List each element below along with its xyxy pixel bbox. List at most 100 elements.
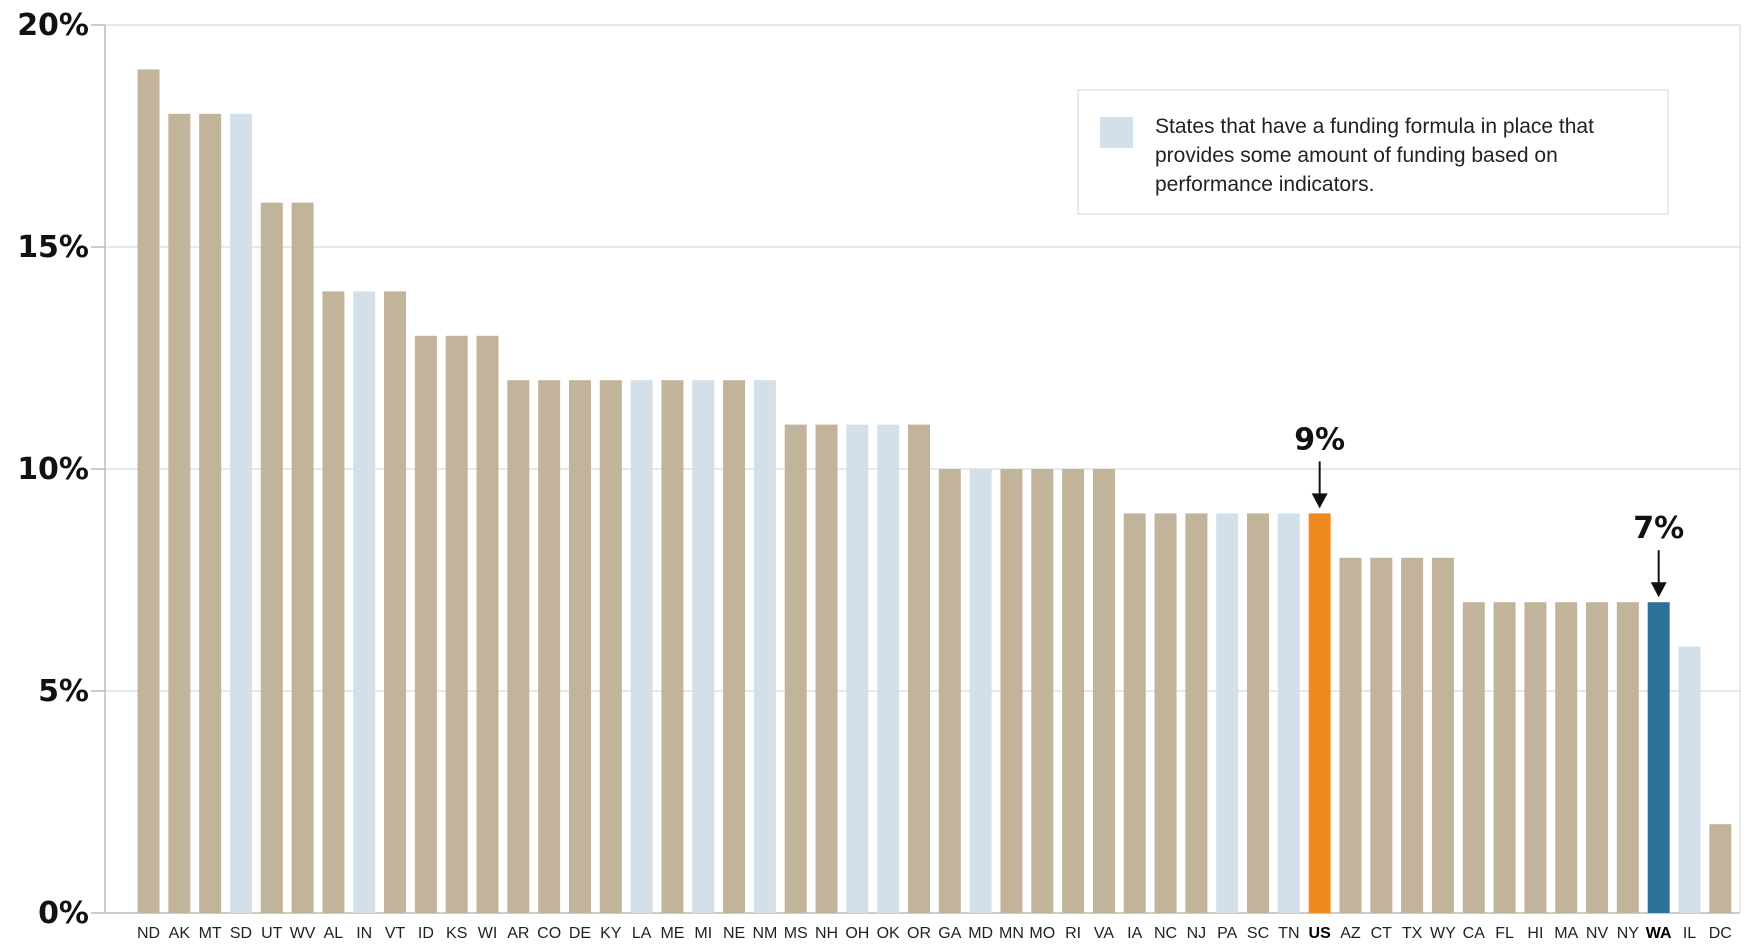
x-tick-label: GA <box>938 925 961 942</box>
x-tick-label: UT <box>261 925 283 942</box>
bar-la <box>630 380 653 913</box>
x-tick-label: CA <box>1463 925 1486 942</box>
bar-us <box>1308 513 1331 913</box>
bar-de <box>568 380 591 913</box>
x-tick-label: AZ <box>1340 925 1361 942</box>
x-tick-label: KS <box>446 925 467 942</box>
bar-mo <box>1031 469 1054 913</box>
bar-wv <box>291 202 314 914</box>
bars <box>137 69 1732 914</box>
x-tick-label: MO <box>1029 925 1055 942</box>
x-tick-label: IA <box>1127 925 1142 942</box>
bar-ct <box>1370 557 1393 913</box>
x-tick-label: NC <box>1154 925 1177 942</box>
x-tick-label: NJ <box>1187 925 1207 942</box>
bar-mn <box>1000 469 1023 913</box>
bar-id <box>414 335 437 913</box>
x-tick-label: WI <box>478 925 498 942</box>
bar-ne <box>723 380 746 913</box>
bar-nj <box>1185 513 1208 913</box>
bar-hi <box>1524 602 1547 913</box>
x-tick-label: NY <box>1617 925 1640 942</box>
legend-label-line: States that have a funding formula in pl… <box>1155 115 1594 138</box>
bar-me <box>661 380 684 913</box>
bar-az <box>1339 557 1362 913</box>
bar-ks <box>445 335 468 913</box>
bar-nv <box>1586 602 1609 913</box>
x-tick-label: AL <box>324 925 344 942</box>
bar-or <box>908 424 930 913</box>
x-tick-label: VT <box>385 925 406 942</box>
x-tick-label: NV <box>1586 925 1609 942</box>
x-tick-label: DC <box>1709 925 1732 942</box>
callout-arrowhead <box>1650 582 1667 598</box>
x-tick-label: IN <box>356 925 372 942</box>
bar-md <box>969 469 992 913</box>
x-tick-label: MN <box>999 925 1024 942</box>
bar-nc <box>1154 513 1177 913</box>
bar-ak <box>168 113 191 914</box>
bar-wy <box>1431 557 1454 913</box>
x-tick-label: PA <box>1217 925 1237 942</box>
legend-label: States that have a funding formula in pl… <box>1155 115 1594 196</box>
x-tick-label: WY <box>1430 925 1456 942</box>
x-tick-label: OK <box>877 925 900 942</box>
bar-ia <box>1123 513 1146 913</box>
bar-ky <box>599 380 622 913</box>
bar-dc <box>1709 824 1732 913</box>
x-tick-label: FL <box>1495 925 1514 942</box>
x-tick-label: TX <box>1402 925 1423 942</box>
bar-ri <box>1062 469 1085 913</box>
bar-wi <box>476 335 499 913</box>
x-tick-label: WV <box>290 925 316 942</box>
bar-wa <box>1647 602 1670 913</box>
bar-ga <box>938 469 961 913</box>
x-tick-label: CO <box>537 925 561 942</box>
x-tick-label: SD <box>230 925 252 942</box>
x-tick-label: KY <box>600 925 622 942</box>
x-tick-label: NH <box>815 925 838 942</box>
x-tick-label: MA <box>1554 925 1578 942</box>
bar-ny <box>1616 602 1639 913</box>
x-tick-label: OH <box>845 925 869 942</box>
legend: States that have a funding formula in pl… <box>1077 89 1669 215</box>
x-tick-label: VA <box>1094 925 1114 942</box>
legend-swatch <box>1100 117 1133 148</box>
bar-vt <box>384 291 407 913</box>
x-tick-label: ID <box>418 925 434 942</box>
callout-label-wa: 7% <box>1633 511 1684 546</box>
x-tick-label: US <box>1309 925 1332 942</box>
bar-tn <box>1277 513 1300 913</box>
bar-ar <box>507 380 530 913</box>
y-axis: 0% 5% 10% 15% 20% <box>17 8 1741 931</box>
bar-in <box>353 291 376 913</box>
legend-box <box>1077 89 1669 215</box>
bar-ma <box>1555 602 1578 913</box>
bar-al <box>322 291 345 913</box>
x-tick-label: MT <box>199 925 222 942</box>
y-tick-label: 20% <box>17 8 89 43</box>
bar-mt <box>199 113 222 914</box>
bar-oh <box>846 424 869 913</box>
bar-nh <box>815 424 838 913</box>
x-tick-label: MD <box>968 925 993 942</box>
legend-label-line: performance indicators. <box>1155 173 1374 196</box>
y-tick-label: 10% <box>17 452 89 487</box>
x-tick-label: RI <box>1065 925 1081 942</box>
x-tick-label: ME <box>660 925 684 942</box>
bar-sd <box>229 113 252 914</box>
x-tick-label: LA <box>632 925 652 942</box>
x-tick-label: HI <box>1527 925 1543 942</box>
bar-fl <box>1493 602 1516 913</box>
bar-nd <box>137 69 160 913</box>
bar-pa <box>1216 513 1239 913</box>
bar-nm <box>753 380 776 913</box>
x-tick-label: MI <box>694 925 712 942</box>
bar-ok <box>877 424 900 913</box>
bar-ms <box>784 424 807 913</box>
x-tick-label: SC <box>1247 925 1269 942</box>
legend-label-line: provides some amount of funding based on <box>1155 144 1558 167</box>
bar-ut <box>260 202 283 914</box>
x-axis-labels: ND AK MT SD UT WV AL IN VT ID KS WI AR CO DE KY LA ME MI NE… <box>137 925 1732 942</box>
